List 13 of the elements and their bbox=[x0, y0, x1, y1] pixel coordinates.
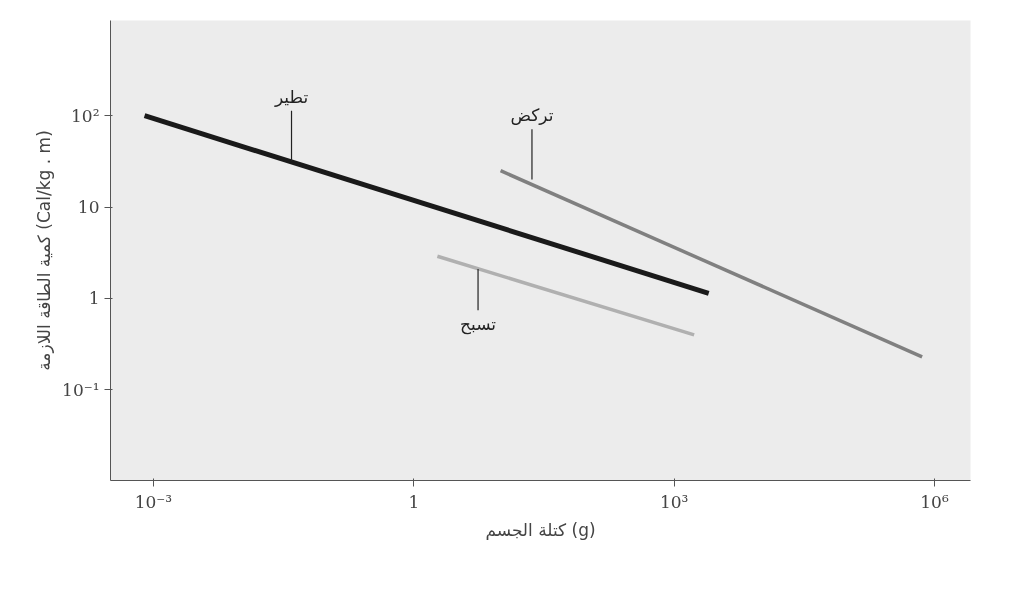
x-tick-label: 10⁻³ bbox=[134, 491, 173, 512]
y-tick-label: 1 bbox=[88, 288, 100, 309]
y-tick-label: 10 bbox=[77, 197, 100, 218]
x-tick-label: 10⁶ bbox=[920, 491, 949, 512]
annotation: تسبح bbox=[460, 314, 497, 336]
annotation: تطير bbox=[273, 86, 309, 107]
y-tick-label: 10² bbox=[71, 105, 100, 126]
y-tick-label: 10⁻¹ bbox=[62, 379, 100, 400]
x-tick-label: 10³ bbox=[659, 491, 689, 512]
x-tick-label: 1 bbox=[408, 491, 420, 512]
annotation: تركض bbox=[510, 105, 554, 126]
y-axis-title: كمية الطاقة اللازمة (Cal/kg . m) bbox=[34, 130, 55, 371]
x-axis-title: كتلة الجسم (g) bbox=[485, 519, 596, 541]
